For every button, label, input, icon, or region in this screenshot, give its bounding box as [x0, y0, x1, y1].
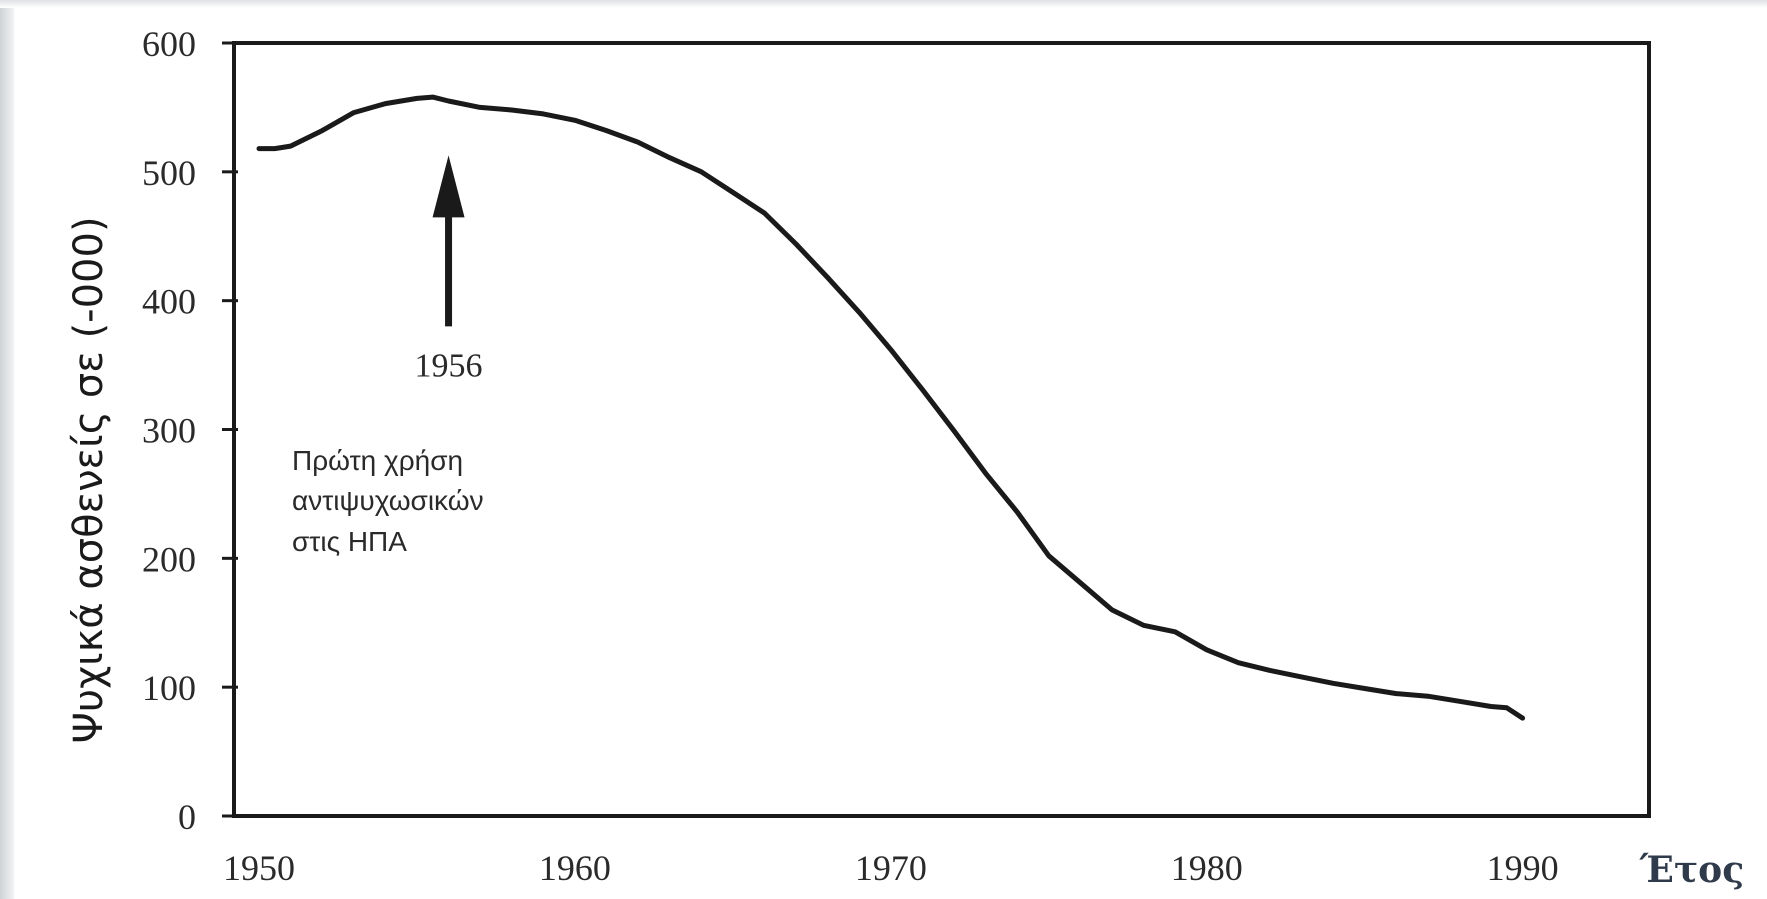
x-tick-label: 1990 [1487, 848, 1559, 888]
annotation-arrow-head [432, 155, 465, 218]
frame-top-edge [0, 0, 1767, 8]
y-tick-label: 100 [142, 668, 196, 708]
series-line [256, 94, 1526, 721]
y-tick-label: 500 [142, 153, 196, 193]
y-tick-label: 600 [142, 24, 196, 64]
y-tick-label: 200 [142, 539, 196, 579]
annotation-text-line-1: Πρώτη χρήση [292, 445, 463, 476]
x-tick-label: 1980 [1171, 848, 1243, 888]
annotation-arrow [432, 155, 465, 327]
x-axis-label: Έτος [1639, 849, 1744, 891]
frame-left-edge [0, 0, 14, 899]
y-axis-label: Ψυχικά ασθενείς σε (-000) [66, 216, 112, 743]
y-tick-label: 400 [142, 282, 196, 322]
y-axis: 0 100 200 300 400 500 600 [142, 24, 238, 837]
annotation-text-line-2: αντιψυχωσικών [292, 485, 484, 516]
annotation-text-line-3: στις ΗΠΑ [292, 526, 407, 557]
x-axis: 1950 1960 1970 1980 1990 [223, 848, 1559, 888]
x-tick-label: 1970 [855, 848, 927, 888]
x-tick-label: 1950 [223, 848, 295, 888]
x-tick-label: 1960 [539, 848, 611, 888]
annotation-year: 1956 [415, 347, 483, 384]
y-tick-label: 300 [142, 411, 196, 451]
y-tick-label: 0 [178, 797, 196, 837]
